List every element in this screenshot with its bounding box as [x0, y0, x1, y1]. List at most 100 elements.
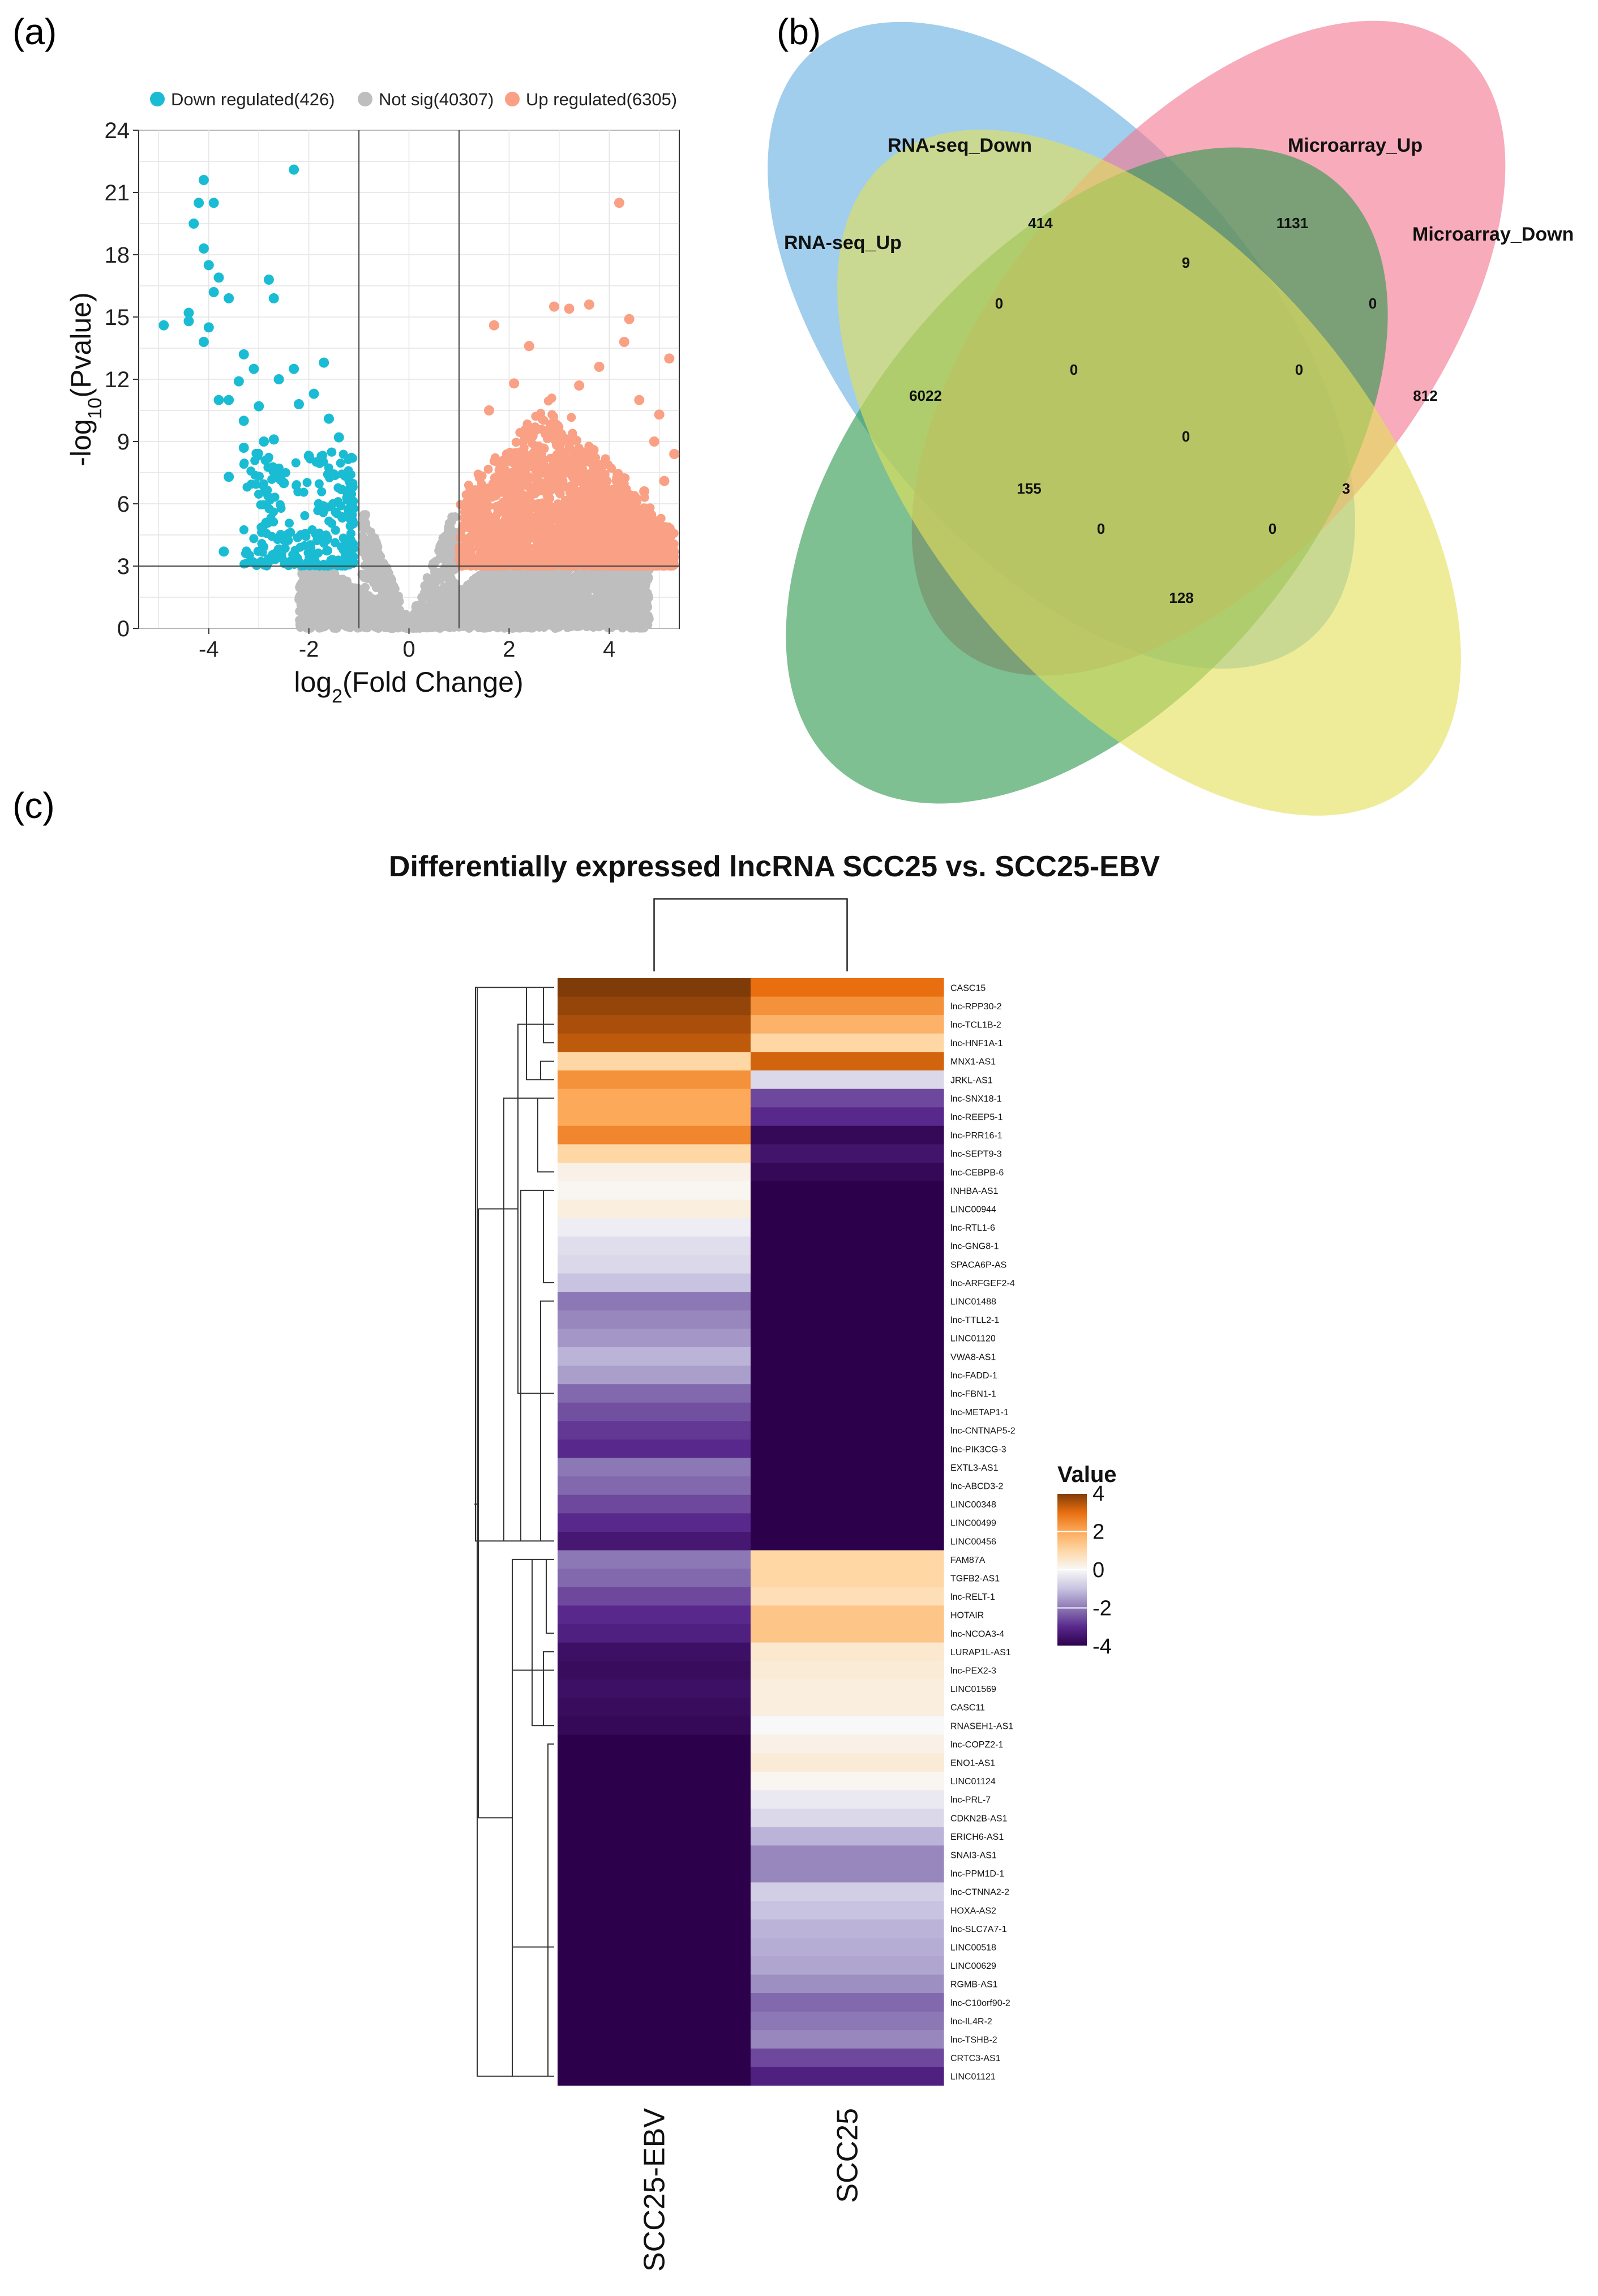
- volcano-point: [610, 620, 619, 630]
- volcano-point: [315, 622, 324, 631]
- volcano-point: [638, 606, 648, 615]
- volcano-point: [345, 603, 355, 612]
- volcano-point: [327, 605, 336, 615]
- volcano-point: [372, 573, 382, 582]
- volcano-point: [326, 571, 336, 581]
- volcano-point: [494, 588, 504, 597]
- volcano-point: [325, 585, 335, 594]
- volcano-point: [435, 554, 444, 563]
- volcano-point: [539, 591, 549, 601]
- volcano-point: [560, 597, 569, 606]
- volcano-point: [632, 599, 641, 609]
- volcano-point: [391, 614, 401, 624]
- volcano-point: [426, 597, 436, 606]
- volcano-point-cloud: [239, 393, 679, 633]
- volcano-point: [470, 618, 480, 628]
- volcano-point: [360, 609, 370, 618]
- volcano-point: [554, 582, 563, 592]
- volcano-point: [565, 588, 575, 598]
- volcano-point: [567, 413, 576, 422]
- volcano-point: [382, 574, 391, 584]
- volcano-point: [439, 607, 448, 617]
- volcano-point: [518, 581, 528, 591]
- volcano-point: [362, 524, 371, 533]
- volcano-point: [582, 622, 592, 632]
- volcano-point: [551, 571, 560, 581]
- volcano-point: [607, 593, 617, 602]
- volcano-point: [538, 603, 547, 612]
- volcano-point: [610, 605, 620, 614]
- volcano-point: [488, 608, 498, 618]
- volcano-point: [366, 599, 376, 609]
- volcano-point: [571, 571, 581, 581]
- volcano-point: [382, 563, 392, 572]
- volcano-point: [371, 583, 381, 593]
- volcano-point: [449, 578, 459, 588]
- volcano-point: [448, 609, 457, 618]
- volcano-point: [393, 605, 402, 615]
- volcano-point: [476, 612, 486, 622]
- volcano-point: [515, 428, 525, 438]
- volcano-point: [477, 471, 487, 481]
- volcano-point: [641, 582, 650, 592]
- volcano-point: [506, 592, 516, 601]
- volcano-legend: Down regulated(426) Not sig(40307) Up regu…: [150, 89, 677, 109]
- volcano-point: [442, 538, 451, 548]
- volcano-point: [440, 585, 450, 594]
- volcano-point: [420, 581, 430, 590]
- volcano-point: [546, 620, 556, 629]
- volcano-point: [305, 615, 314, 624]
- volcano-point: [588, 616, 598, 626]
- volcano-point: [626, 623, 636, 633]
- volcano-point: [316, 615, 326, 624]
- volcano-point: [564, 603, 574, 613]
- volcano-point: [523, 606, 533, 616]
- volcano-point: [402, 614, 412, 624]
- volcano-point: [524, 575, 534, 585]
- volcano-point: [307, 593, 316, 602]
- volcano-point: [622, 577, 632, 587]
- volcano-point: [564, 622, 573, 632]
- volcano-point: [475, 586, 485, 596]
- volcano-point: [422, 573, 432, 582]
- volcano-point: [306, 580, 316, 590]
- volcano-point: [332, 599, 342, 609]
- volcano-point: [595, 619, 605, 628]
- volcano-point: [316, 602, 326, 611]
- volcano-point: [359, 573, 369, 582]
- volcano-point: [482, 584, 492, 593]
- volcano-point: [526, 623, 536, 633]
- volcano-point: [480, 573, 490, 583]
- volcano-point: [515, 574, 524, 584]
- volcano-point: [358, 586, 368, 596]
- volcano-point: [432, 585, 442, 595]
- volcano-point: [360, 560, 370, 570]
- panel-label-a: (a): [12, 11, 57, 52]
- volcano-point: [298, 595, 307, 605]
- volcano-point: [369, 560, 379, 569]
- volcano-point: [337, 580, 346, 590]
- volcano-point: [620, 607, 630, 617]
- volcano-point: [483, 464, 493, 474]
- volcano-point: [589, 594, 599, 604]
- volcano-point: [595, 612, 605, 622]
- volcano-point: [597, 593, 606, 602]
- volcano-point: [456, 590, 465, 599]
- volcano-point: [539, 415, 549, 425]
- volcano-point: [337, 591, 347, 601]
- volcano-point: [609, 579, 619, 589]
- volcano-point: [433, 572, 443, 581]
- legend-dot-notsig: [358, 92, 372, 106]
- volcano-point: [380, 606, 390, 616]
- volcano-point: [579, 589, 589, 599]
- volcano-point: [539, 575, 549, 584]
- volcano-point: [326, 593, 336, 603]
- volcano-point: [308, 606, 318, 615]
- volcano-point: [393, 592, 403, 601]
- legend-label-down: Down regulated(426): [171, 89, 335, 109]
- volcano-point: [512, 611, 521, 621]
- volcano-point: [460, 606, 470, 615]
- volcano-point: [489, 595, 498, 605]
